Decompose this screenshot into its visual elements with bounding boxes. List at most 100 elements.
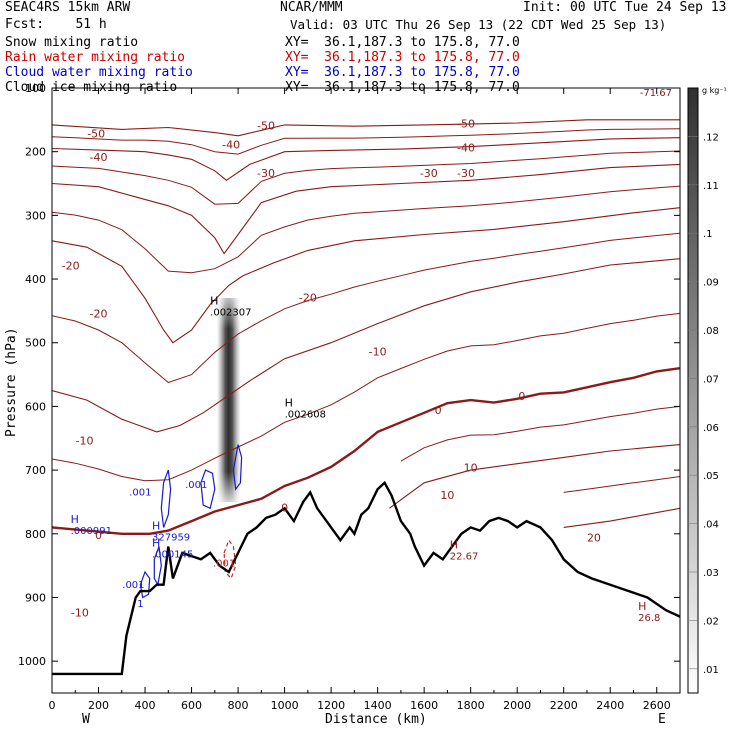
plot-frame (51, 87, 681, 694)
contour-label: -10 (71, 607, 89, 620)
temperature-contour-10 (388, 444, 680, 509)
init-time: Init: 00 UTC Tue 24 Sep 13 (523, 0, 727, 15)
extremum-value: .000991 (71, 526, 112, 537)
y-tick-label-top: 100 (25, 82, 46, 95)
x-tick-label: 2200 (550, 699, 578, 712)
x-tick-label: 0 (49, 699, 56, 712)
cloud-water-label: .001 (122, 580, 144, 591)
extremum-value: .000145 (152, 550, 193, 561)
colorbar-tick-label: .03 (703, 568, 719, 579)
cloud-water-contour (153, 546, 162, 587)
y-tick-label: 500 (25, 337, 46, 350)
field-name-snow: Snow mixing ratio (5, 35, 139, 50)
extremum-marker: H (638, 600, 646, 613)
field-xy-rain: XY= 36.1,187.3 to 175.8, 77.0 (285, 50, 520, 65)
temperature-contour--40 (52, 137, 680, 181)
extremum-marker: H (210, 295, 218, 308)
y-tick-label: 900 (25, 591, 46, 604)
contour-label: -10 (369, 345, 387, 358)
y-tick-label: 700 (25, 464, 46, 477)
extremum-value: 327959 (152, 532, 190, 543)
terrain-line (52, 480, 680, 676)
x-axis-right-end: E (658, 712, 666, 727)
y-tick-label: 200 (25, 146, 46, 159)
cloud-water-contour (232, 444, 243, 491)
y-tick-label: 300 (25, 209, 46, 222)
colorbar-tick-label: .06 (703, 423, 719, 434)
contour-label: -40 (457, 142, 475, 155)
colorbar-unit: g kg⁻¹ (702, 86, 727, 95)
field-name-cloud-water: Cloud water mixing ratio (5, 65, 193, 80)
contour-label: 10 (464, 461, 478, 474)
colorbar-tick-label: .09 (703, 278, 719, 289)
x-axis-left-end: W (82, 712, 90, 727)
colorbar-tick-label: .04 (703, 520, 719, 531)
temperature-contour-0 (52, 367, 680, 535)
center-label: NCAR/MMM (280, 0, 343, 15)
temperature-contour-intermediate (52, 185, 680, 274)
contour-label: 0 (518, 390, 525, 403)
contour-label: 20 (587, 531, 601, 544)
field-xy-snow: XY= 36.1,187.3 to 175.8, 77.0 (285, 35, 520, 50)
contour-label: -40 (222, 139, 240, 152)
x-axis-label: Distance (km) (325, 712, 427, 727)
x-tick-label: 1000 (271, 699, 299, 712)
x-tick-label: 1200 (317, 699, 345, 712)
extremum-marker: H (152, 537, 160, 550)
top-value-label: -71.67 (640, 88, 672, 99)
valid-time: Valid: 03 UTC Thu 26 Sep 13 (22 CDT Wed … (290, 17, 667, 32)
extremum-value: .002307 (210, 308, 251, 319)
temperature-contour-20 (563, 507, 680, 528)
extremum-marker: H (285, 396, 293, 409)
cloud-water-contour (139, 570, 151, 599)
contour-label: -40 (90, 151, 108, 164)
field-name-rain: Rain water mixing ratio (5, 50, 186, 65)
temperature-contour--50 (52, 119, 680, 137)
contour-label: 0 (435, 404, 442, 417)
snow-shading-fade (216, 298, 241, 502)
temperature-contour--30 (52, 163, 680, 255)
field-xy-cloud-water: XY= 36.1,187.3 to 175.8, 77.0 (285, 65, 520, 80)
y-tick-label: 1000 (18, 655, 46, 668)
colorbar-tick-label: .08 (703, 326, 719, 337)
temperature-contour-intermediate (52, 232, 680, 384)
y-tick-label: 800 (25, 528, 46, 541)
cloud-water-contour (200, 469, 216, 510)
temperature-contour-intermediate (52, 128, 680, 155)
colorbar-tick-label: .05 (703, 471, 719, 482)
contour-label: -20 (62, 260, 80, 273)
extremum-marker: H (450, 538, 458, 551)
colorbar-tick-label: .12 (703, 132, 719, 143)
extremum-value: 22.67 (450, 551, 479, 562)
x-tick-label: 1400 (364, 699, 392, 712)
extremum-marker: H (71, 513, 79, 526)
temperature-contour--10 (52, 258, 680, 433)
cloud-water-label: .001 (129, 488, 151, 499)
x-tick-label: 2000 (503, 699, 531, 712)
forecast-hour: Fcst: 51 h (5, 17, 107, 32)
extremum-value: .002608 (285, 409, 326, 420)
cloud-water-contour (160, 469, 172, 528)
contour-label: -20 (299, 291, 317, 304)
colorbar (687, 87, 699, 694)
x-tick-label: 1600 (410, 699, 438, 712)
extremum-value: 26.8 (638, 613, 660, 624)
extremum-marker: H (152, 519, 160, 532)
temperature-contour--20 (52, 207, 680, 344)
x-tick-label: 2600 (643, 699, 671, 712)
temperature-contour-intermediate (400, 405, 680, 462)
y-axis-label: Pressure (hPa) (4, 327, 19, 437)
x-tick-label: 1800 (457, 699, 485, 712)
colorbar-tick-label: .1 (703, 229, 713, 240)
cloud-water-label: .001 (185, 480, 207, 491)
colorbar-tick-label: .01 (703, 665, 719, 676)
model-title: SEAC4RS 15km ARW (5, 0, 131, 15)
contour-label: -50 (457, 117, 475, 130)
contour-label: -50 (87, 128, 105, 141)
y-tick-label: 400 (25, 273, 46, 286)
contour-label: 0 (95, 529, 102, 542)
contour-label: 10 (440, 489, 454, 502)
contour-label: 0 (281, 502, 288, 515)
